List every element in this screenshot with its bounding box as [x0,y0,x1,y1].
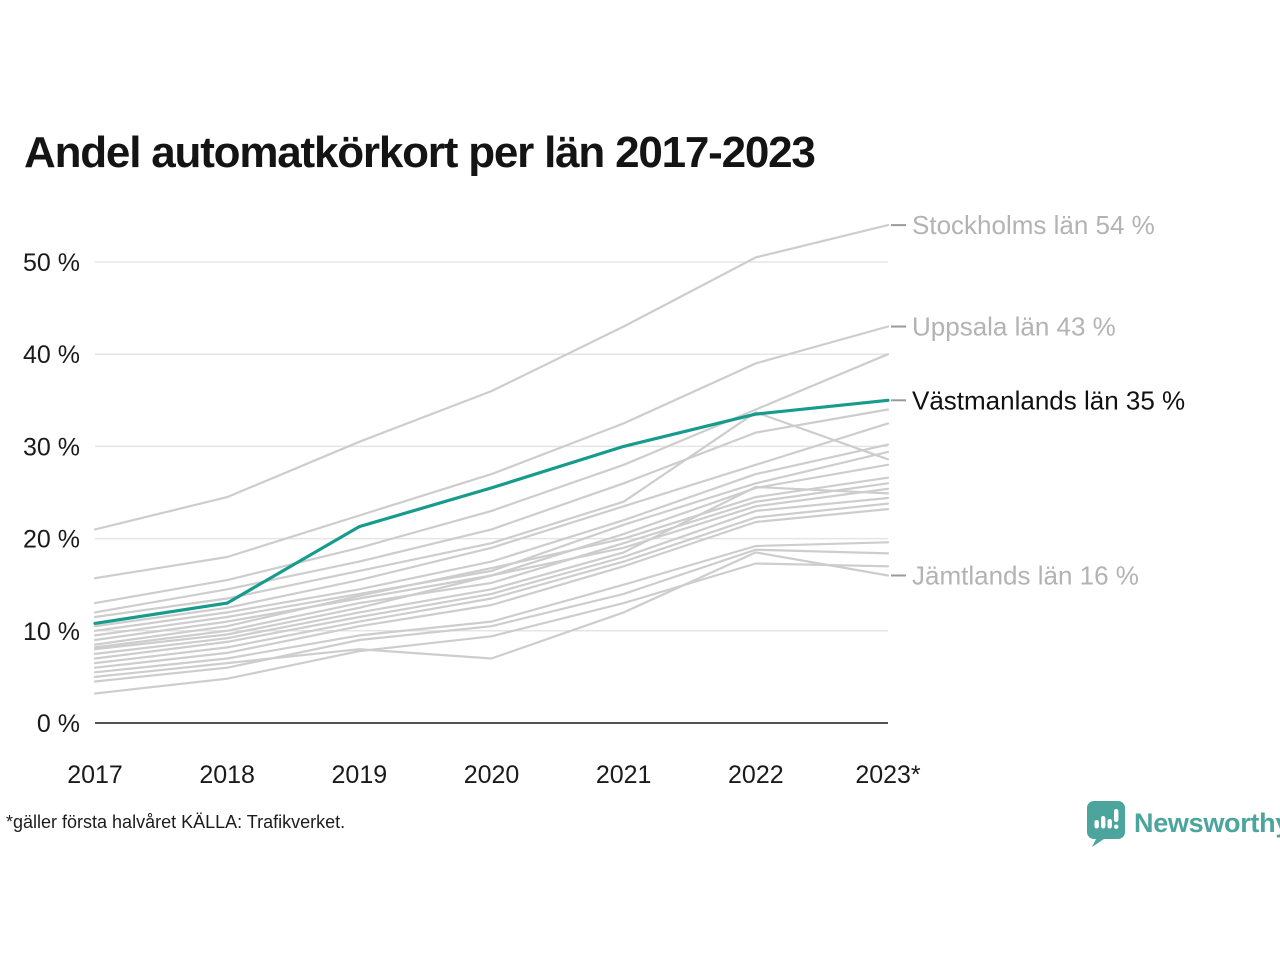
highlight-line [93,398,890,626]
axis-label-y: 50 % [23,249,80,277]
axis-label-y: 40 % [23,341,80,369]
county-line [93,422,890,628]
county-line [93,476,890,646]
axis-label-x: 2019 [332,761,388,789]
axis-label-y: 10 % [23,618,80,646]
chart-title: Andel automatkörkort per län 2017-2023 [24,128,816,177]
axis-label-x: 2020 [464,761,520,789]
series-label: Västmanlands län 35 % [912,385,1185,415]
county-line [93,408,890,614]
county-line [93,551,890,679]
county-line [93,443,890,632]
county-line [93,487,890,651]
county-line [93,353,890,605]
series-label: Stockholms län 54 % [912,210,1155,240]
axis-label-x: 2021 [596,761,652,789]
axis-label-x: 2023* [855,761,921,789]
county-line [93,548,890,683]
series-label: Jämtlands län 16 % [912,560,1139,590]
county-line [93,482,890,649]
axis-label-x: 2017 [67,761,123,789]
county-line [93,224,890,531]
county-line [93,450,890,637]
newsworthy-logo-icon [1087,801,1125,847]
county-line [93,485,890,656]
footnote: *gäller första halvåret KÄLLA: Trafikver… [6,812,346,832]
newsworthy-logo: Newsworthy [1086,800,1280,847]
county-line [93,496,890,660]
axis-label-x: 2022 [728,761,784,789]
axis-label-y: 30 % [23,433,80,461]
county-line [93,508,890,669]
axis-label-x: 2018 [199,761,255,789]
axis-label-y: 0 % [37,710,80,738]
county-line [93,411,890,619]
newsworthy-logo-text: Newsworthy [1134,808,1280,838]
county-line [93,325,890,580]
county-line [93,502,890,665]
axis-label-y: 20 % [23,526,80,554]
county-line [93,541,890,674]
county-line [93,562,890,695]
series-label: Uppsala län 43 % [912,312,1116,342]
